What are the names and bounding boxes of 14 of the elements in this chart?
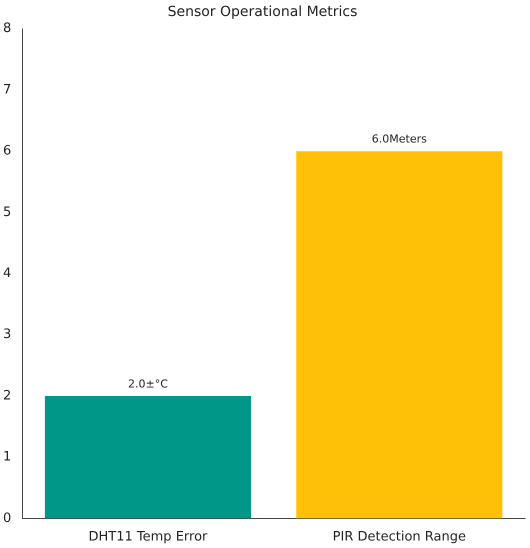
y-tick-label: 3 <box>2 327 12 342</box>
x-tick-label: PIR Detection Range <box>332 530 466 545</box>
y-tick-label: 4 <box>2 266 12 281</box>
y-tick-label: 8 <box>2 21 12 36</box>
y-tick-label: 6 <box>2 144 12 159</box>
chart-title: Sensor Operational Metrics <box>168 4 358 20</box>
y-tick-label: 7 <box>2 82 12 98</box>
y-tick-label: 5 <box>2 204 12 220</box>
data-label: 6.0Meters <box>372 132 428 146</box>
y-tick-label: 1 <box>2 450 12 465</box>
y-tick-label: 2 <box>2 388 12 404</box>
data-label: 2.0±°C <box>128 377 168 390</box>
x-tick-label: DHT11 Temp Error <box>88 530 208 545</box>
y-tick-label: 0 <box>2 510 12 526</box>
